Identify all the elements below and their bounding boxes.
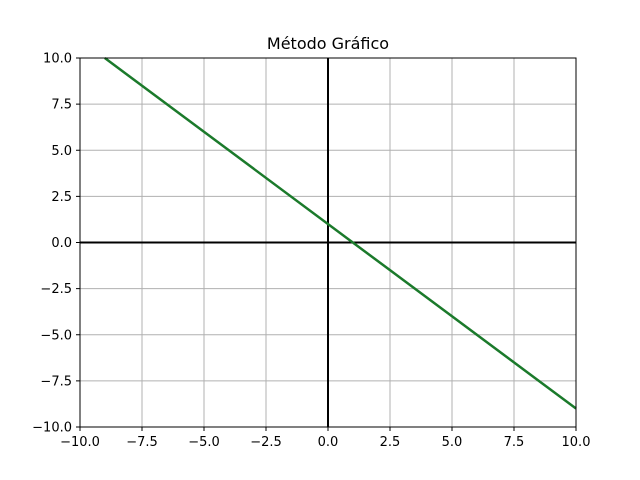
x-tick-label-1: −7.5 (126, 435, 158, 450)
y-tick-label-2: 5.0 (51, 144, 72, 159)
x-tick-label-6: 5.0 (442, 435, 463, 450)
y-axis-ticks: 10.0 7.5 5.0 2.5 0.0 −2.5 −5.0 −7.5 −10.0 (32, 52, 80, 436)
x-tick-label-3: −2.5 (250, 435, 282, 450)
x-tick-label-4: 0.0 (318, 435, 339, 450)
y-tick-label-8: −10.0 (32, 421, 72, 436)
series-line-0 (104, 56, 577, 410)
x-tick-label-2: −5.0 (188, 435, 220, 450)
x-tick-label-0: −10.0 (60, 435, 100, 450)
x-tick-label-5: 2.5 (380, 435, 401, 450)
x-tick-label-8: 10.0 (562, 435, 591, 450)
y-tick-label-5: −2.5 (40, 282, 72, 297)
y-tick-label-7: −7.5 (40, 374, 72, 389)
y-tick-label-3: 2.5 (51, 190, 72, 205)
series-layer (104, 56, 577, 410)
y-tick-label-4: 0.0 (51, 236, 72, 251)
x-axis-ticks: −10.0 −7.5 −5.0 −2.5 0.0 2.5 5.0 7.5 10.0 (60, 427, 590, 450)
y-tick-label-0: 10.0 (43, 52, 72, 67)
y-tick-label-1: 7.5 (51, 98, 72, 113)
chart-title: Método Gráfico (267, 34, 389, 53)
zero-axis-lines (80, 58, 576, 427)
y-tick-label-6: −5.0 (40, 328, 72, 343)
x-tick-label-7: 7.5 (504, 435, 525, 450)
